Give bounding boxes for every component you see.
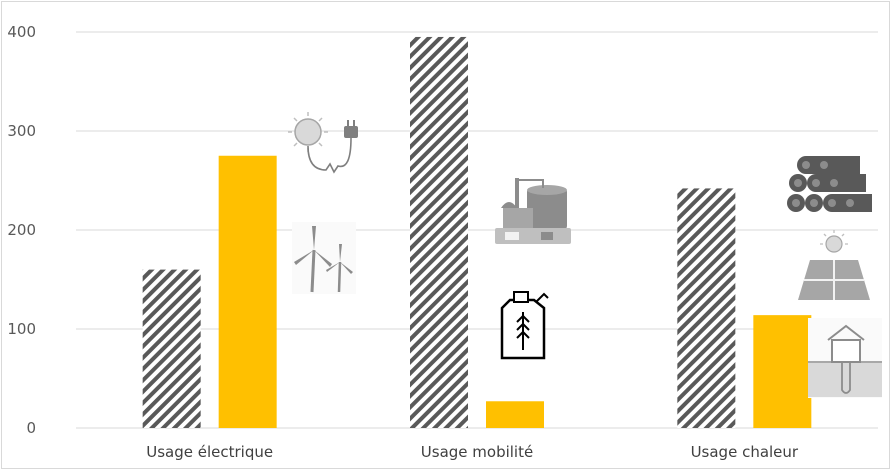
- x-category-label: Usage électrique: [146, 443, 273, 461]
- x-axis-category-labels: Usage électrique Usage mobilité Usage chal…: [146, 443, 799, 461]
- gridlines: [76, 31, 878, 429]
- y-tick-label: 100: [7, 320, 36, 338]
- wind-turbines-icon: [292, 222, 356, 294]
- y-tick-label: 300: [7, 122, 36, 140]
- bar-solid: [218, 155, 277, 428]
- solar-panel-icon: [798, 230, 870, 300]
- biogas-plant-icon: [495, 178, 571, 244]
- geothermal-house-icon: [808, 318, 882, 398]
- bar-hatched: [677, 188, 736, 428]
- y-tick-label: 400: [7, 23, 36, 41]
- solar-plug-icon: [288, 112, 358, 174]
- bars: [142, 36, 812, 428]
- x-category-label: Usage chaleur: [691, 443, 799, 461]
- bar-solid: [486, 401, 544, 428]
- bar-hatched: [410, 36, 468, 428]
- bar-hatched: [142, 269, 201, 428]
- fuel-can-icon: [500, 291, 549, 360]
- y-tick-label: 0: [26, 419, 36, 437]
- y-tick-label: 200: [7, 221, 36, 239]
- y-axis-tick-labels: 0 100 200 300 400: [7, 23, 36, 437]
- firewood-logs-icon: [787, 156, 872, 212]
- x-category-label: Usage mobilité: [421, 443, 533, 461]
- bar-solid: [753, 315, 812, 428]
